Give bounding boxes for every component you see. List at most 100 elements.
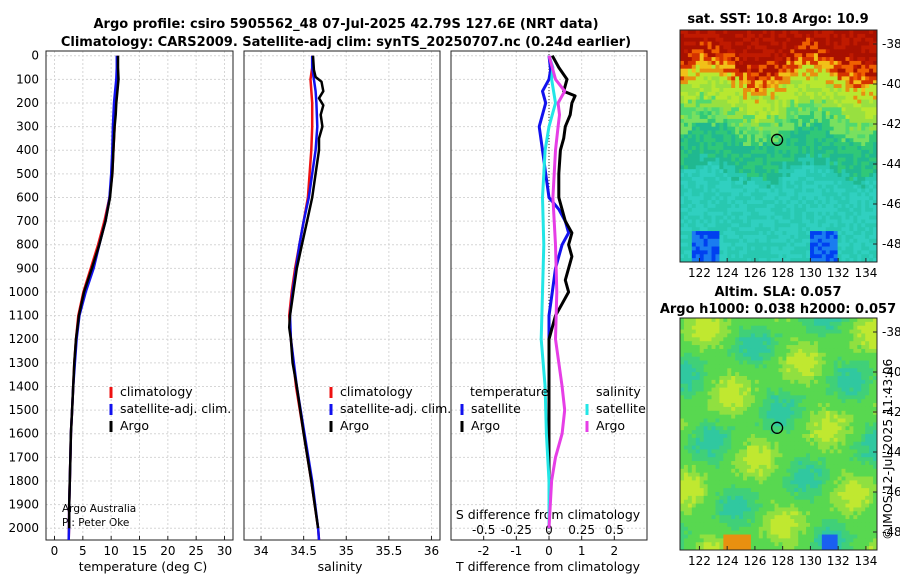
map-cell xyxy=(680,341,685,346)
map-cell xyxy=(861,215,866,220)
map-cell xyxy=(829,165,835,170)
map-cell xyxy=(861,360,866,365)
map-cell xyxy=(810,329,815,334)
map-cell xyxy=(798,45,803,50)
map-cell xyxy=(680,138,685,143)
map-cell xyxy=(865,376,870,381)
map-cell xyxy=(786,399,791,404)
map-cell xyxy=(790,126,795,131)
map-cell xyxy=(703,37,708,42)
map-cell xyxy=(861,157,866,162)
map-cell xyxy=(739,95,744,100)
map-cell xyxy=(680,376,685,381)
map-cell xyxy=(790,138,795,143)
map-cell xyxy=(865,368,870,373)
map-cell xyxy=(711,345,716,350)
map-cell xyxy=(687,387,693,392)
map-cell xyxy=(861,76,866,81)
map-cell xyxy=(743,157,748,162)
map-cell xyxy=(821,45,827,50)
map-cell xyxy=(750,176,756,182)
map-cell xyxy=(790,414,795,419)
map-cell xyxy=(727,258,732,263)
map-cell xyxy=(699,337,705,342)
map-cell xyxy=(727,341,732,346)
map-cell xyxy=(794,321,799,327)
map-cell xyxy=(849,422,854,427)
map-cell xyxy=(794,122,799,128)
map-cell xyxy=(699,368,705,373)
map-cell xyxy=(837,422,842,427)
map-cell xyxy=(766,188,772,193)
map-cell xyxy=(821,122,827,128)
map-cell xyxy=(699,49,705,54)
map-cell xyxy=(707,238,712,244)
map-cell xyxy=(750,426,756,431)
map-cell xyxy=(731,387,736,392)
map-cell xyxy=(817,441,823,446)
map-cell xyxy=(727,441,732,446)
map-cell xyxy=(750,246,756,251)
map-cell xyxy=(802,207,807,213)
map-cell xyxy=(790,196,795,201)
map-cell xyxy=(837,250,842,255)
map-cell xyxy=(782,329,787,334)
map-cell xyxy=(719,60,724,66)
map-cell xyxy=(869,223,874,228)
map-cell xyxy=(857,33,862,39)
map-cell xyxy=(873,165,878,170)
map-cell xyxy=(865,60,870,66)
map-cell xyxy=(837,329,842,334)
map-cell xyxy=(841,223,846,228)
map-cell xyxy=(762,348,768,354)
map-cell xyxy=(703,414,708,419)
map-cell xyxy=(699,30,705,35)
map-cell xyxy=(806,76,811,81)
map-cell xyxy=(762,126,768,131)
map-cell xyxy=(739,72,744,77)
map-cell xyxy=(758,352,764,358)
map-cell xyxy=(699,91,705,97)
map-cell xyxy=(778,68,783,73)
map-cell xyxy=(719,138,724,143)
map-cell xyxy=(869,430,874,435)
map-cell xyxy=(798,37,803,42)
map-cell xyxy=(853,169,858,174)
map-cell xyxy=(786,196,791,201)
legend-header-temperature: temperature xyxy=(470,384,549,399)
map-cell xyxy=(750,142,756,147)
map-cell xyxy=(865,180,870,186)
map-cell xyxy=(703,234,708,240)
map-cell xyxy=(802,379,807,385)
map-cell xyxy=(739,238,744,244)
map-cell xyxy=(715,348,720,354)
map-cell xyxy=(754,200,760,205)
map-cell xyxy=(735,37,740,42)
map-cell xyxy=(790,406,795,412)
sst-map-panel: sat. SST: 10.8 Argo: 10.9 122 124 126 128 13… xyxy=(679,12,900,280)
map-cell xyxy=(754,134,760,139)
map-cell xyxy=(806,30,811,35)
map-x-tick-label: 126 xyxy=(743,266,766,280)
map-cell xyxy=(810,356,815,361)
map-cell xyxy=(857,410,862,416)
map-cell xyxy=(711,95,716,100)
map-cell xyxy=(695,410,701,416)
map-cell xyxy=(754,192,760,197)
map-cell xyxy=(845,95,850,100)
map-cell xyxy=(687,352,693,358)
map-cell xyxy=(735,254,740,259)
map-cell xyxy=(845,403,850,408)
map-cell xyxy=(735,215,740,220)
map-cell xyxy=(817,410,823,416)
map-cell xyxy=(699,111,705,116)
map-cell xyxy=(723,372,728,377)
map-cell xyxy=(821,215,827,220)
map-cell xyxy=(727,352,732,358)
map-cell xyxy=(869,130,874,135)
map-cell xyxy=(778,426,783,431)
map-cell xyxy=(790,88,795,93)
map-cell xyxy=(731,211,736,216)
map-cell xyxy=(731,180,736,186)
map-cell xyxy=(798,414,803,419)
